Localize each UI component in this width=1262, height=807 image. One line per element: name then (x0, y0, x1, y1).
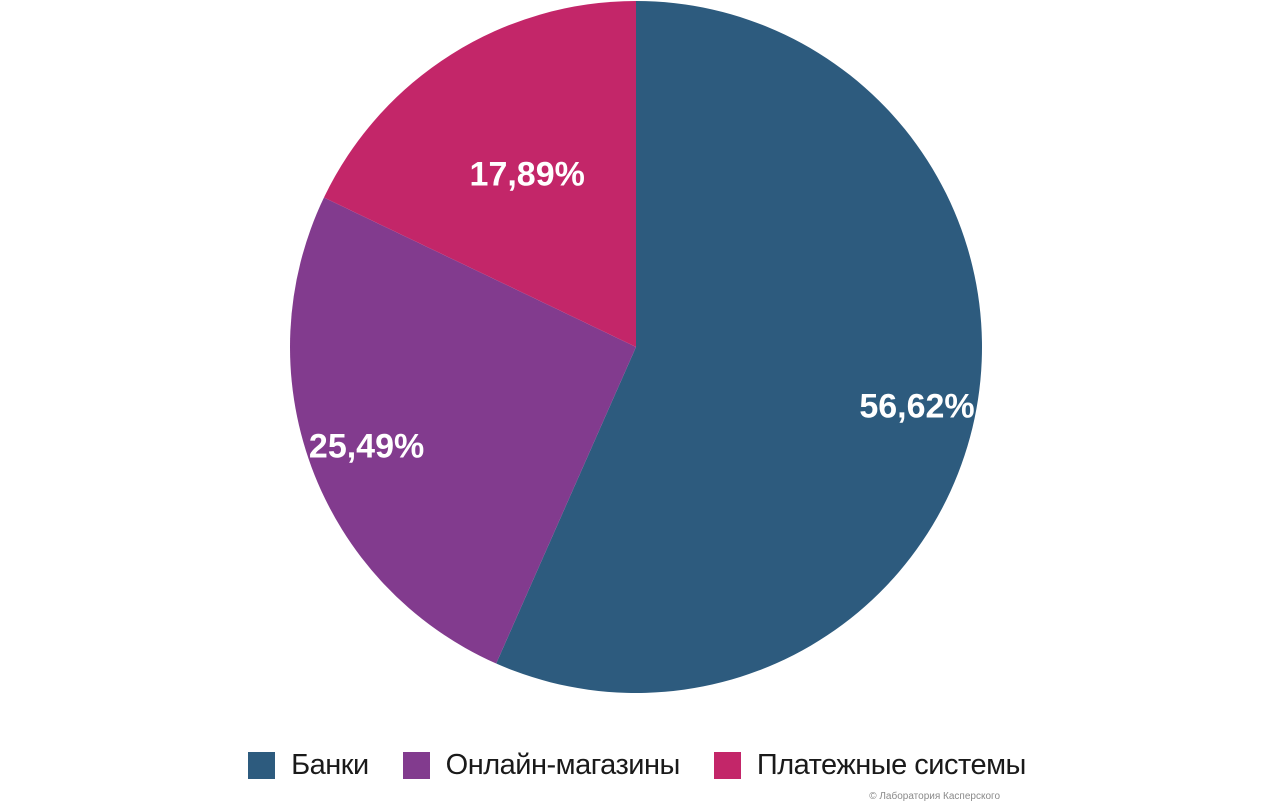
pie-slice-label-2: 25,49% (309, 428, 424, 466)
legend-label-banks: Банки (291, 748, 369, 781)
legend-item-payment-systems: Платежные системы (713, 748, 1027, 782)
pie-slice-2 (289, 197, 636, 664)
legend-label-online-stores: Онлайн-магазины (445, 748, 681, 781)
copyright-credit: © Лаборатория Касперского (869, 791, 1000, 802)
pie-slice-1 (496, 1, 982, 694)
legend-label-payment-systems: Платежные системы (756, 748, 1027, 781)
legend-swatch-banks (248, 751, 276, 779)
legend-swatch-online-stores (402, 751, 430, 779)
legend-item-banks: Банки (248, 749, 369, 782)
legend: Банки Онлайн-магазины Платежные системы (6, 745, 1262, 785)
pie-slice-label-1: 56,62% (859, 387, 974, 425)
legend-item-online-stores: Онлайн-магазины (402, 748, 681, 782)
legend-swatch-payment-systems (713, 751, 741, 779)
pie-slice-3 (323, 1, 636, 347)
pie-slice-label-3: 17,89% (470, 155, 585, 193)
